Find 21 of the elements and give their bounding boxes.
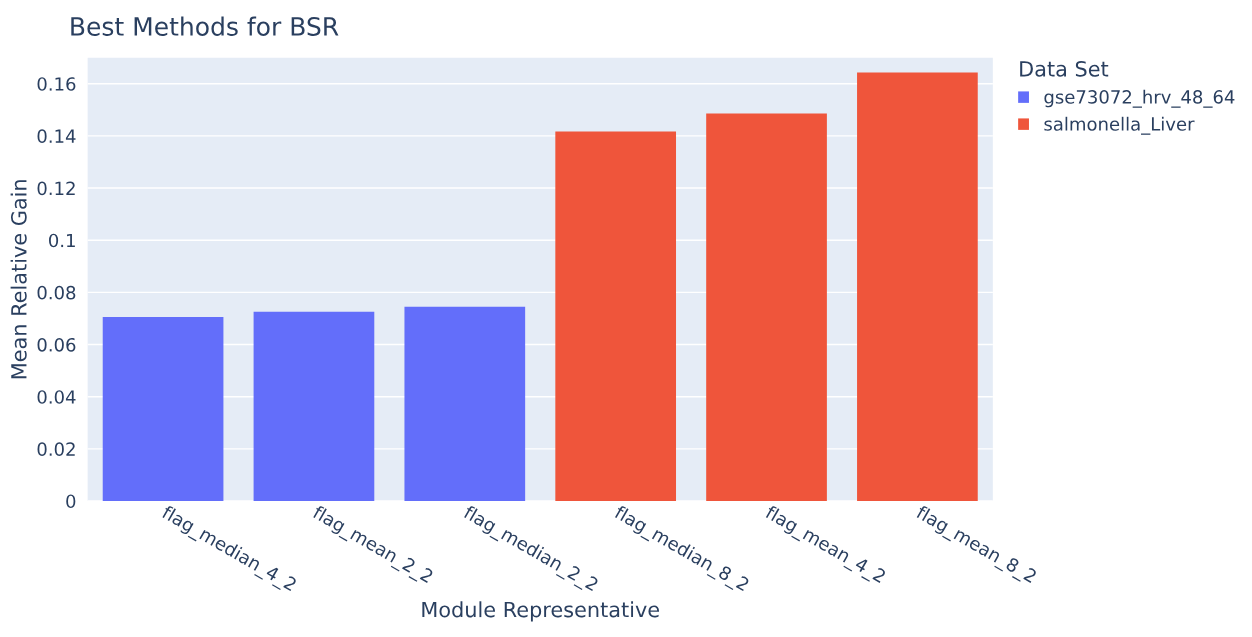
bar [706, 113, 827, 501]
y-tick-label: 0.16 [37, 77, 76, 91]
bar [253, 311, 375, 501]
bar [555, 131, 677, 501]
bar [102, 316, 224, 501]
y-tick-label: 0.08 [37, 285, 76, 300]
y-tick-label: 0 [66, 494, 76, 509]
y-tick-label: 0.02 [37, 442, 75, 456]
chart-title: Best Methods for BSR [71, 16, 339, 36]
bar [404, 306, 526, 501]
y-tick-label: 0.14 [37, 129, 76, 143]
bar [857, 72, 978, 501]
legend-title: Data Set [1020, 60, 1109, 77]
legend-label: salmonella_Liver [1044, 116, 1195, 135]
y-tick-label: 0.06 [37, 337, 76, 352]
legend-label: gse73072_hrv_48_64 [1044, 89, 1235, 108]
y-axis-title: Mean Relative Gain [10, 180, 27, 379]
y-tick-label: 0.12 [37, 181, 75, 196]
y-tick-label: 0.04 [37, 390, 76, 404]
x-axis-title: Module Representative [422, 601, 660, 622]
y-tick-label: 0.1 [49, 233, 75, 248]
